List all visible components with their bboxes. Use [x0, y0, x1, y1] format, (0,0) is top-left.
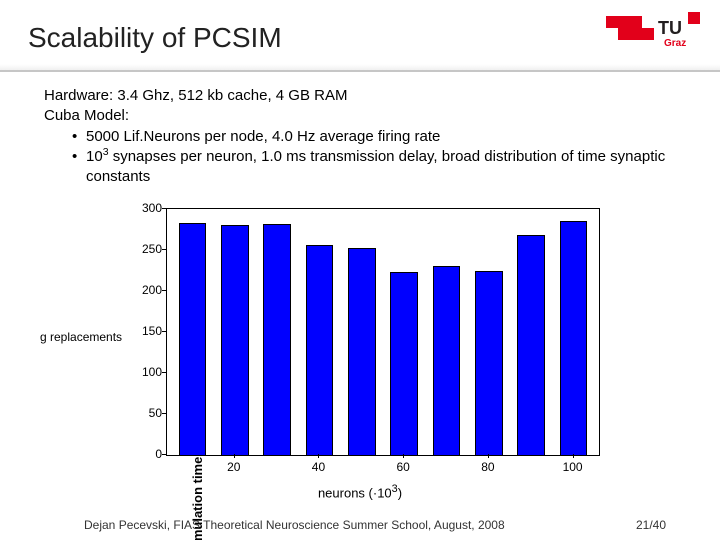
slide-footer: Dejan Pecevski, FIAS Theoretical Neurosc… — [0, 518, 720, 532]
chart-bar — [475, 271, 503, 455]
footer-left: Dejan Pecevski, FIAS Theoretical Neurosc… — [84, 518, 505, 532]
slide-body-text: Hardware: 3.4 Ghz, 512 kb cache, 4 GB RA… — [44, 86, 690, 187]
chart-ytick: 100 — [138, 365, 162, 379]
xlabel-pre: neurons (·10 — [318, 485, 392, 500]
chart-ytick: 0 — [138, 447, 162, 461]
footer-page-number: 21/40 — [636, 518, 666, 532]
bullet-1: • 5000 Lif.Neurons per node, 4.0 Hz aver… — [72, 127, 690, 147]
chart-ytick: 250 — [138, 242, 162, 256]
bullet-1-text: 5000 Lif.Neurons per node, 4.0 Hz averag… — [86, 127, 440, 147]
svg-text:Graz: Graz — [664, 38, 686, 49]
xlabel-post: ) — [398, 485, 402, 500]
bullet-dot-icon: • — [72, 147, 86, 188]
slide-header: Scalability of PCSIM TU Graz — [0, 0, 720, 72]
chart-xtick: 60 — [396, 460, 409, 474]
model-line: Cuba Model: — [44, 106, 690, 126]
svg-text:TU: TU — [658, 18, 682, 38]
bullet-2-post: synapses per neuron, 1.0 ms transmission… — [86, 148, 665, 185]
hardware-line: Hardware: 3.4 Ghz, 512 kb cache, 4 GB RA… — [44, 86, 690, 106]
bullet-2-pre: 10 — [86, 148, 103, 165]
chart-bar — [560, 221, 588, 455]
chart-bar — [263, 224, 291, 455]
chart-ytick: 200 — [138, 283, 162, 297]
chart-xtick: 80 — [481, 460, 494, 474]
chart-bar — [348, 248, 376, 455]
chart-bar — [433, 266, 461, 455]
slide-root: Scalability of PCSIM TU Graz Hardware: 3… — [0, 0, 720, 540]
chart-bar — [517, 235, 545, 455]
chart-ytick: 150 — [138, 324, 162, 338]
chart-bar — [390, 272, 418, 455]
chart-xlabel: neurons (·103) — [318, 483, 402, 500]
bullet-dot-icon: • — [72, 127, 86, 147]
bullet-2-text: 103 synapses per neuron, 1.0 ms transmis… — [86, 147, 690, 188]
bullet-2: • 103 synapses per neuron, 1.0 ms transm… — [72, 147, 690, 188]
bar-chart: simulation time [sec] 050100150200250300… — [90, 202, 630, 502]
chart-xtick: 40 — [312, 460, 325, 474]
chart-bar — [306, 245, 334, 455]
chart-xtick: 20 — [227, 460, 240, 474]
chart-xtick: 100 — [563, 460, 583, 474]
tu-graz-logo: TU Graz — [570, 12, 700, 60]
chart-ytick: 300 — [138, 201, 162, 215]
chart-bar — [179, 223, 207, 455]
logo-svg: TU Graz — [570, 12, 700, 60]
chart-plot-area — [166, 208, 600, 456]
slide-title: Scalability of PCSIM — [28, 22, 282, 54]
chart-bar — [221, 225, 249, 455]
chart-ytick: 50 — [138, 406, 162, 420]
